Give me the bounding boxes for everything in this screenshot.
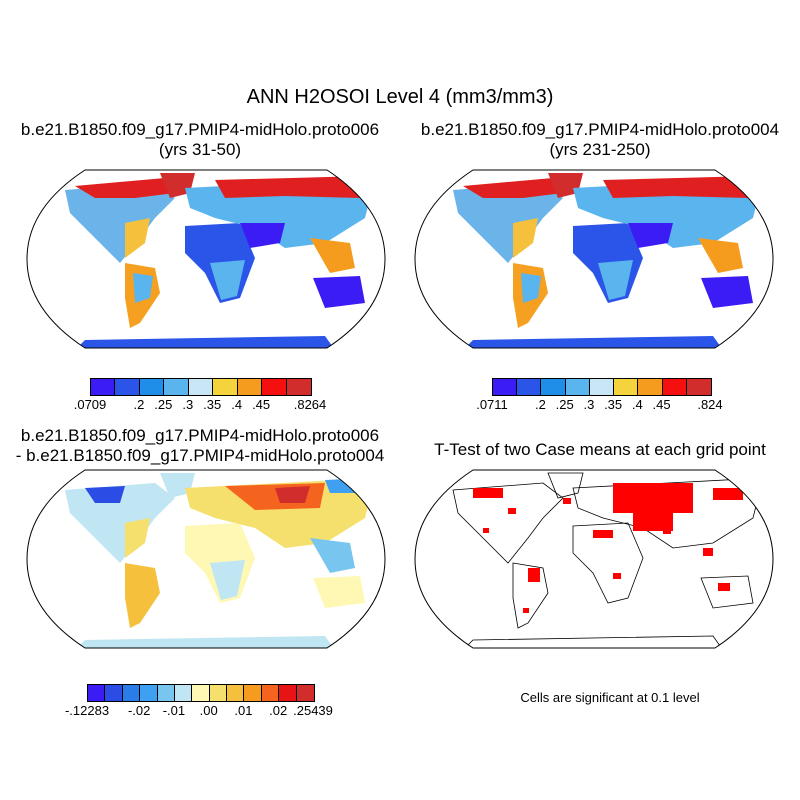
panel2-title-line1: b.e21.B1850.f09_g17.PMIP4-midHolo.proto0…: [420, 120, 780, 139]
colorbar-panel-2-labels: .0711 .2 .25 .3 .35 .4 .45 .824: [476, 397, 722, 413]
colorbar-box: [91, 379, 116, 395]
colorbar-tick-label: .4: [231, 397, 243, 412]
colorbar-box: [662, 379, 687, 395]
colorbar-tick-label: -.02: [127, 703, 151, 718]
colorbar-tick-label: .3: [182, 397, 194, 412]
colorbar-tick-label: .3: [583, 397, 595, 412]
colorbar-tick-label: .02: [269, 703, 288, 718]
colorbar-box: [157, 685, 175, 701]
colorbar-box: [244, 685, 262, 701]
colorbar-box: [279, 685, 297, 701]
colorbar-tick-label: .4: [631, 397, 643, 412]
colorbar-tick-label: .45: [252, 397, 271, 412]
panel1-title-line2: (yrs 31-50): [158, 140, 242, 159]
figure-title: ANN H2OSOI Level 4 (mm3/mm3): [246, 86, 554, 108]
colorbar-tick-label: .824: [697, 397, 723, 412]
colorbar-box: [261, 685, 280, 701]
colorbar-tick-label: .25439: [293, 703, 333, 718]
colorbar-box: [541, 379, 566, 395]
colorbar-box: [88, 685, 106, 701]
colorbar-tick-label: -.12283: [64, 703, 110, 718]
significance-note: Cells are significant at 0.1 level: [520, 690, 700, 705]
colorbar-box: [174, 685, 193, 701]
panel2-title: b.e21.B1850.f09_g17.PMIP4-midHolo.proto0…: [400, 120, 800, 160]
colorbar-box: [638, 379, 663, 395]
panel4-title-line1: T-Test of two Case means at each grid po…: [434, 440, 766, 459]
colorbar-box: [565, 379, 590, 395]
colorbar-box: [139, 379, 165, 395]
colorbar-box: [164, 379, 189, 395]
panel1-title-line1: b.e21.B1850.f09_g17.PMIP4-midHolo.proto0…: [20, 120, 380, 139]
colorbar-tick-label: .45: [652, 397, 671, 412]
colorbar-box: [589, 379, 615, 395]
colorbar-tick-label: .35: [203, 397, 222, 412]
colorbar-box: [286, 379, 311, 395]
colorbar-tick-label: .25: [555, 397, 574, 412]
colorbar-box: [493, 379, 518, 395]
colorbar-box: [192, 685, 210, 701]
colorbar-box: [213, 379, 238, 395]
map-panel-3: [26, 469, 386, 649]
colorbar-tick-label: .00: [199, 703, 218, 718]
map-panel-2: [414, 169, 774, 349]
colorbar-panel-3: [87, 684, 315, 702]
panel2-title-line2: (yrs 231-250): [549, 140, 651, 159]
colorbar-tick-label: .8264: [293, 397, 327, 412]
colorbar-box: [237, 379, 263, 395]
panel3-title: b.e21.B1850.f09_g17.PMIP4-midHolo.proto0…: [0, 426, 400, 466]
colorbar-panel-1: [90, 378, 312, 396]
colorbar-box: [122, 685, 141, 701]
colorbar-box: [686, 379, 711, 395]
colorbar-tick-label: .2: [133, 397, 145, 412]
colorbar-box: [296, 685, 314, 701]
colorbar-panel-3-labels: -.12283 -.02 -.01 .00 .01 .02 .25439: [65, 703, 333, 719]
colorbar-box: [614, 379, 639, 395]
colorbar-box: [227, 685, 245, 701]
panel1-title: b.e21.B1850.f09_g17.PMIP4-midHolo.proto0…: [0, 120, 400, 160]
colorbar-panel-2: [492, 378, 712, 396]
colorbar-box: [140, 685, 158, 701]
map-panel-1: [26, 169, 386, 349]
colorbar-tick-label: .01: [234, 703, 253, 718]
colorbar-tick-label: .0711: [476, 397, 508, 412]
colorbar-tick-label: .35: [604, 397, 623, 412]
colorbar-panel-1-labels: .0709 .2 .25 .3 .35 .4 .45 .8264: [74, 397, 327, 413]
colorbar-box: [115, 379, 140, 395]
map-panel-4: [414, 469, 774, 649]
significance-cells: [473, 483, 743, 613]
colorbar-box: [517, 379, 542, 395]
colorbar-box: [262, 379, 287, 395]
colorbar-box: [209, 685, 227, 701]
panel4-title: T-Test of two Case means at each grid po…: [400, 440, 800, 460]
panel3-title-line1: b.e21.B1850.f09_g17.PMIP4-midHolo.proto0…: [20, 426, 380, 445]
colorbar-tick-label: .25: [154, 397, 173, 412]
panel3-title-line2: - b.e21.B1850.f09_g17.PMIP4-midHolo.prot…: [15, 446, 385, 465]
colorbar-tick-label: -.01: [162, 703, 186, 718]
colorbar-tick-label: .0709: [73, 397, 107, 412]
colorbar-box: [105, 685, 123, 701]
colorbar-tick-label: .2: [535, 397, 546, 412]
colorbar-box: [188, 379, 214, 395]
